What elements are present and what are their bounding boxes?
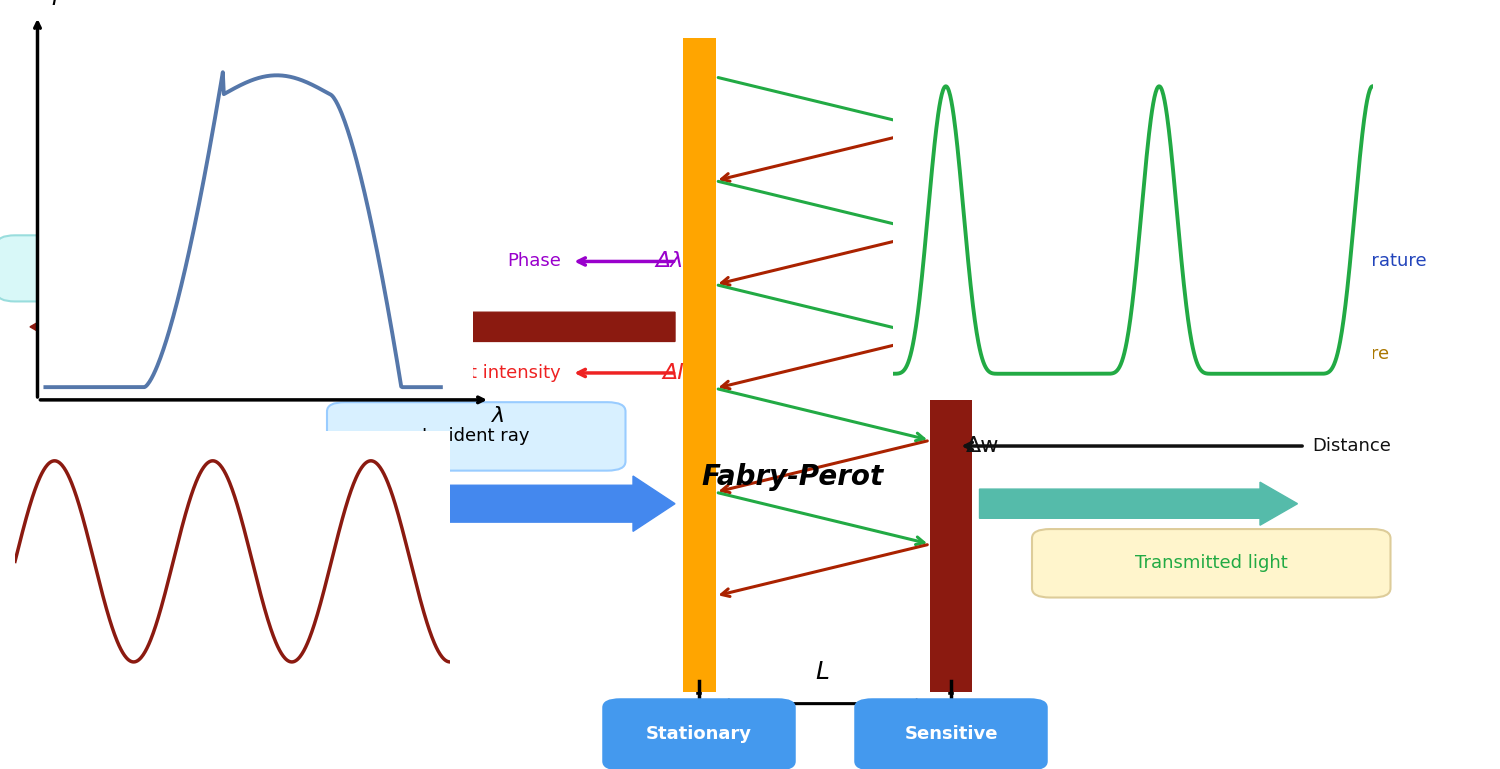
Text: ΔT: ΔT	[966, 251, 994, 271]
Text: Reflected light: Reflected light	[96, 259, 226, 278]
FancyBboxPatch shape	[1032, 529, 1391, 598]
Text: Stationary: Stationary	[646, 725, 752, 744]
Bar	[682, 38, 716, 692]
Bar	[930, 38, 972, 692]
Text: λ: λ	[492, 406, 506, 426]
Text: ΔI: ΔI	[662, 363, 684, 383]
FancyBboxPatch shape	[0, 235, 326, 301]
Text: Δε: Δε	[966, 344, 993, 364]
Text: I: I	[51, 0, 58, 9]
Text: Light intensity: Light intensity	[432, 364, 561, 382]
Text: Temperature: Temperature	[1312, 252, 1426, 271]
Text: Transmitted light: Transmitted light	[1136, 554, 1287, 572]
FancyBboxPatch shape	[602, 698, 795, 769]
Text: Pressure: Pressure	[1312, 345, 1389, 363]
Text: Sensitive: Sensitive	[904, 725, 998, 744]
Text: Fabry-Perot: Fabry-Perot	[702, 463, 883, 491]
Text: Δλ: Δλ	[656, 251, 684, 271]
Text: Incident ray: Incident ray	[423, 428, 530, 445]
FancyArrow shape	[980, 482, 1298, 525]
Text: Phase: Phase	[507, 252, 561, 271]
FancyArrow shape	[330, 476, 675, 531]
FancyBboxPatch shape	[327, 402, 626, 471]
Text: L: L	[816, 661, 830, 684]
FancyArrow shape	[30, 305, 675, 348]
FancyBboxPatch shape	[855, 698, 1047, 769]
Text: Distance: Distance	[1312, 437, 1392, 455]
Text: Δw: Δw	[966, 436, 999, 456]
